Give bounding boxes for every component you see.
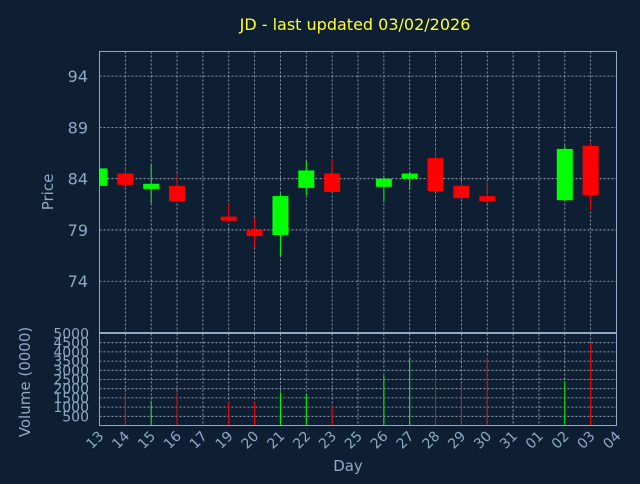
candle-body (479, 196, 496, 202)
candle-21 (272, 194, 289, 256)
volume-tick-label: 3000 (53, 363, 89, 379)
candle-26 (375, 177, 392, 203)
day-tick-label: 21 (264, 429, 288, 453)
volume-tick-label: 2500 (53, 373, 89, 389)
candle-14 (117, 168, 134, 187)
day-tick-label: 19 (213, 429, 237, 453)
price-axis-label: Price (39, 174, 57, 211)
day-tick-label: 20 (239, 429, 263, 453)
day-tick-label: 01 (523, 429, 547, 453)
day-tick-label: 30 (471, 429, 495, 453)
day-tick-label: 28 (419, 429, 443, 453)
day-tick-label: 16 (161, 428, 185, 452)
day-axis-ticks: 13 14 15 16 17 19 20 21 22 23 25 26 27 28 29 30 31 01 02 03… (83, 428, 624, 452)
day-tick-label: 31 (497, 429, 521, 453)
candle-body (298, 170, 315, 188)
day-tick-label: 25 (342, 429, 366, 453)
day-axis-label: Day (333, 457, 363, 475)
candle-body (99, 168, 108, 186)
volume-tick-label: 5000 (53, 327, 89, 343)
candles (99, 142, 599, 256)
price-tick-label: 89 (68, 118, 88, 137)
day-tick-label: 17 (187, 429, 211, 453)
price-tick-label: 74 (68, 272, 88, 291)
candle-body (169, 185, 186, 202)
day-tick-label: 29 (445, 429, 469, 453)
volume-axis-label: Volume (0000) (16, 327, 34, 437)
volume-tick-label: 500 (62, 409, 89, 425)
price-axis-ticks: 94 89 84 79 74 (68, 67, 88, 291)
day-tick-label: 04 (600, 428, 624, 452)
candle-body (324, 173, 341, 192)
candle-body (582, 145, 599, 196)
candle-body (427, 158, 444, 191)
day-tick-label: 15 (135, 429, 159, 453)
candle-body (246, 229, 263, 237)
candle-30 (479, 182, 496, 204)
candle-29 (453, 181, 470, 200)
candle-03 (582, 142, 599, 210)
candle-body (556, 148, 573, 201)
candle-body (453, 185, 470, 199)
candle-27 (401, 172, 418, 190)
volume-bars (99, 342, 592, 426)
candle-23 (324, 159, 341, 192)
candle-19 (220, 204, 237, 222)
volume-tick-label: 4500 (53, 336, 89, 352)
day-tick-label: 23 (316, 429, 340, 453)
candle-body (375, 178, 392, 187)
day-tick-label: 02 (549, 429, 573, 453)
candle-body (143, 183, 160, 189)
chart-title: JD - last updated 03/02/2026 (239, 15, 471, 34)
candle-body (220, 216, 237, 221)
candle-16 (169, 174, 186, 202)
candle-13 (99, 168, 108, 187)
candle-body (117, 173, 134, 185)
volume-panel-frame (99, 333, 617, 426)
candle-body (272, 196, 289, 236)
day-tick-label: 03 (575, 429, 599, 453)
volume-tick-label: 3500 (53, 354, 89, 370)
candle-22 (298, 161, 315, 196)
day-tick-label: 27 (394, 429, 418, 453)
volume-tick-label: 4000 (53, 345, 89, 361)
candle-15 (143, 164, 160, 204)
price-tick-label: 84 (68, 170, 88, 189)
volume-tick-label: 2000 (53, 382, 89, 398)
day-tick-label: 14 (109, 428, 133, 452)
candle-body (401, 173, 418, 179)
candle-02 (556, 145, 573, 202)
day-tick-label: 22 (290, 429, 314, 453)
price-tick-label: 94 (68, 67, 88, 86)
price-panel-frame (99, 51, 617, 333)
price-tick-label: 79 (68, 221, 88, 240)
day-tick-label: 13 (83, 429, 107, 453)
day-tick-label: 26 (368, 428, 392, 452)
candle-20 (246, 217, 263, 248)
volume-tick-label: 1000 (53, 400, 89, 416)
candle-28 (427, 148, 444, 191)
volume-tick-label: 1500 (53, 391, 89, 407)
